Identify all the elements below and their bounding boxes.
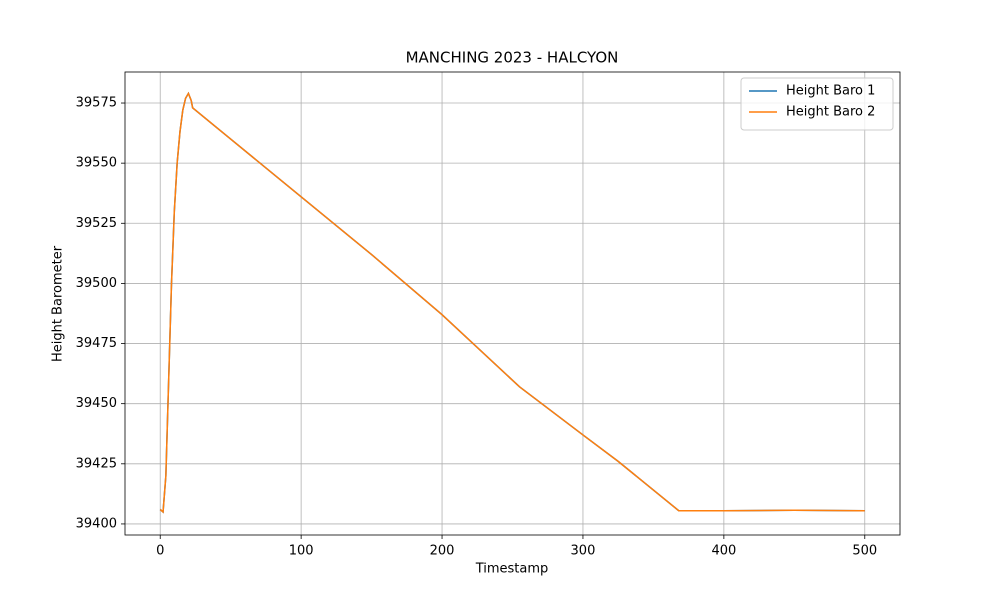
y-tick-label: 39450 bbox=[76, 396, 117, 411]
x-tick-label: 0 bbox=[156, 544, 164, 559]
legend-label: Height Baro 2 bbox=[786, 105, 875, 120]
y-tick-label: 39550 bbox=[76, 156, 117, 171]
y-tick-label: 39525 bbox=[76, 216, 117, 231]
legend-box bbox=[740, 77, 894, 131]
x-tick-label: 300 bbox=[571, 544, 596, 559]
x-tick-label: 400 bbox=[711, 544, 736, 559]
x-axis-label: Timestamp bbox=[475, 562, 549, 577]
x-tick-label: 500 bbox=[852, 544, 877, 559]
legend: Height Baro 1 Height Baro 2 bbox=[740, 77, 894, 131]
x-tick-label: 100 bbox=[289, 544, 314, 559]
y-tick-label: 39575 bbox=[76, 96, 117, 111]
axes-frame bbox=[124, 71, 901, 536]
series-line bbox=[159, 91, 865, 514]
series-line bbox=[159, 91, 865, 514]
y-axis-label: Height Barometer bbox=[51, 245, 66, 362]
chart-title: MANCHING 2023 - HALCYON bbox=[406, 49, 619, 67]
y-tick-label: 39500 bbox=[76, 276, 117, 291]
y-tick-label: 39400 bbox=[76, 516, 117, 531]
legend-label: Height Baro 1 bbox=[786, 84, 875, 99]
y-tick-label: 39475 bbox=[76, 336, 117, 351]
plot bbox=[159, 91, 865, 514]
grid bbox=[121, 72, 900, 539]
y-tick-label: 39425 bbox=[76, 456, 117, 471]
x-tick-label: 200 bbox=[430, 544, 455, 559]
